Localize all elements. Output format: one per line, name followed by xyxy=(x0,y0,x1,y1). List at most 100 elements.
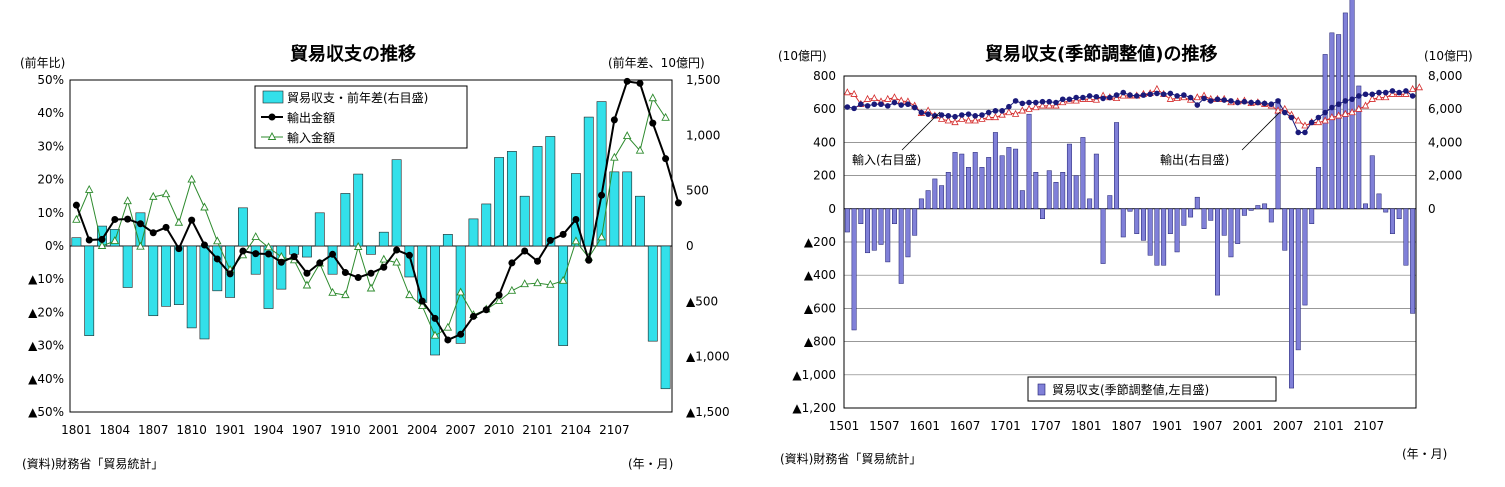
import-point xyxy=(890,93,899,101)
export-point xyxy=(367,269,375,277)
right-tick-label: 1,500 xyxy=(686,73,720,87)
export-point xyxy=(1012,98,1019,104)
bar xyxy=(84,245,95,336)
bar xyxy=(250,245,261,275)
bar xyxy=(212,245,223,292)
import-point xyxy=(951,118,959,126)
import-point xyxy=(200,202,209,211)
export-point xyxy=(911,104,918,111)
bar xyxy=(340,193,351,247)
bar xyxy=(1376,193,1382,210)
export-point xyxy=(952,113,958,120)
bar xyxy=(1228,208,1234,258)
bar xyxy=(999,155,1005,210)
left-tick-label: 0 xyxy=(828,202,836,216)
legend-bar-swatch xyxy=(262,90,284,104)
x-tick-label: 2101 xyxy=(522,423,553,437)
import-point xyxy=(610,152,619,161)
export-point xyxy=(1019,100,1026,107)
bar xyxy=(199,245,210,340)
import-point xyxy=(1408,84,1417,92)
import-point xyxy=(1025,104,1033,112)
import-point xyxy=(187,174,196,183)
export-point xyxy=(252,250,260,258)
export-point xyxy=(1053,99,1059,106)
export-point xyxy=(1093,93,1100,100)
export-point xyxy=(495,291,503,299)
bar xyxy=(404,245,415,278)
bar xyxy=(1255,205,1261,210)
export-point xyxy=(1154,90,1160,97)
export-point xyxy=(200,241,208,249)
export-point xyxy=(1275,98,1281,104)
import-point xyxy=(328,287,337,296)
import-point xyxy=(944,116,952,124)
export-point xyxy=(1248,99,1254,106)
left-tick-label: 40% xyxy=(37,106,64,120)
export-point xyxy=(444,336,452,344)
export-point xyxy=(979,112,985,118)
import-point xyxy=(136,241,145,250)
x-tick-label: 1801 xyxy=(1071,419,1102,433)
export-point xyxy=(1315,114,1322,121)
x-tick-label: 1907 xyxy=(1192,419,1223,433)
x-tick-label: 1804 xyxy=(100,423,131,437)
bar xyxy=(1181,208,1187,226)
annotation-export: 輸出(右目盛) xyxy=(1160,152,1229,167)
chart-plot: 50% 40% 30% 20% 10% 0% ▲10% ▲20% ▲30% ▲40% ▲50% 1,5… xyxy=(28,73,730,437)
import-point xyxy=(971,116,979,124)
import-point xyxy=(97,241,107,249)
bar xyxy=(1282,208,1288,251)
import-point xyxy=(1355,104,1363,112)
legend-export-label: 輸出金額 xyxy=(287,110,335,125)
bar xyxy=(1006,147,1012,210)
bar xyxy=(1053,181,1059,210)
export-point xyxy=(469,312,477,320)
import-point xyxy=(417,301,427,310)
import-point xyxy=(958,114,966,122)
x-tick-label: 1901 xyxy=(1152,419,1183,433)
import-point xyxy=(1415,83,1424,91)
x-axis-unit: (年・月) xyxy=(1402,447,1448,461)
import-point xyxy=(1045,101,1053,109)
left-tick-label: 10% xyxy=(37,206,64,220)
export-point xyxy=(1356,93,1362,99)
annotation-import: 輸入(右目盛) xyxy=(852,152,921,167)
bar xyxy=(1235,208,1241,244)
import-point xyxy=(648,93,658,102)
export-point xyxy=(1167,90,1174,97)
bar xyxy=(1107,195,1113,210)
x-tick-label: 2007 xyxy=(445,423,476,437)
bar xyxy=(1026,113,1032,210)
bar xyxy=(932,178,938,210)
export-point xyxy=(1396,89,1402,96)
x-tick-label: 1901 xyxy=(215,423,246,437)
right-axis-unit: (前年差、10億円) xyxy=(608,56,705,70)
bar xyxy=(647,245,658,342)
right-axis-unit: (10億円) xyxy=(1424,49,1473,63)
import-point xyxy=(405,290,414,299)
x-tick-label: 2007 xyxy=(1273,419,1304,433)
x-tick-label: 1701 xyxy=(990,419,1021,433)
x-tick-label: 1807 xyxy=(1111,419,1142,433)
legend-import-label: 輸入金額 xyxy=(287,130,335,145)
right-tick-label: ▲1,500 xyxy=(686,405,730,419)
annotation-export-leader xyxy=(1241,111,1281,151)
export-point xyxy=(85,236,93,244)
bar xyxy=(1080,137,1086,210)
export-point xyxy=(1113,92,1120,98)
bar xyxy=(660,245,671,390)
export-point xyxy=(925,111,931,117)
left-axis-unit: (前年比) xyxy=(20,56,66,70)
bar xyxy=(314,212,325,247)
export-point xyxy=(1214,96,1221,103)
chart-trade-balance-seasonal: 貿易収支(季節調整値)の推移 (10億円) (10億円) 800 600 400 20… xyxy=(752,0,1505,487)
import-point xyxy=(1038,101,1047,109)
bar xyxy=(1174,208,1180,253)
bar xyxy=(972,152,978,210)
import-point xyxy=(884,94,892,102)
legend-export-marker xyxy=(268,113,276,121)
x-tick-label: 1507 xyxy=(869,419,900,433)
bar xyxy=(905,208,911,258)
import-point xyxy=(520,279,529,288)
